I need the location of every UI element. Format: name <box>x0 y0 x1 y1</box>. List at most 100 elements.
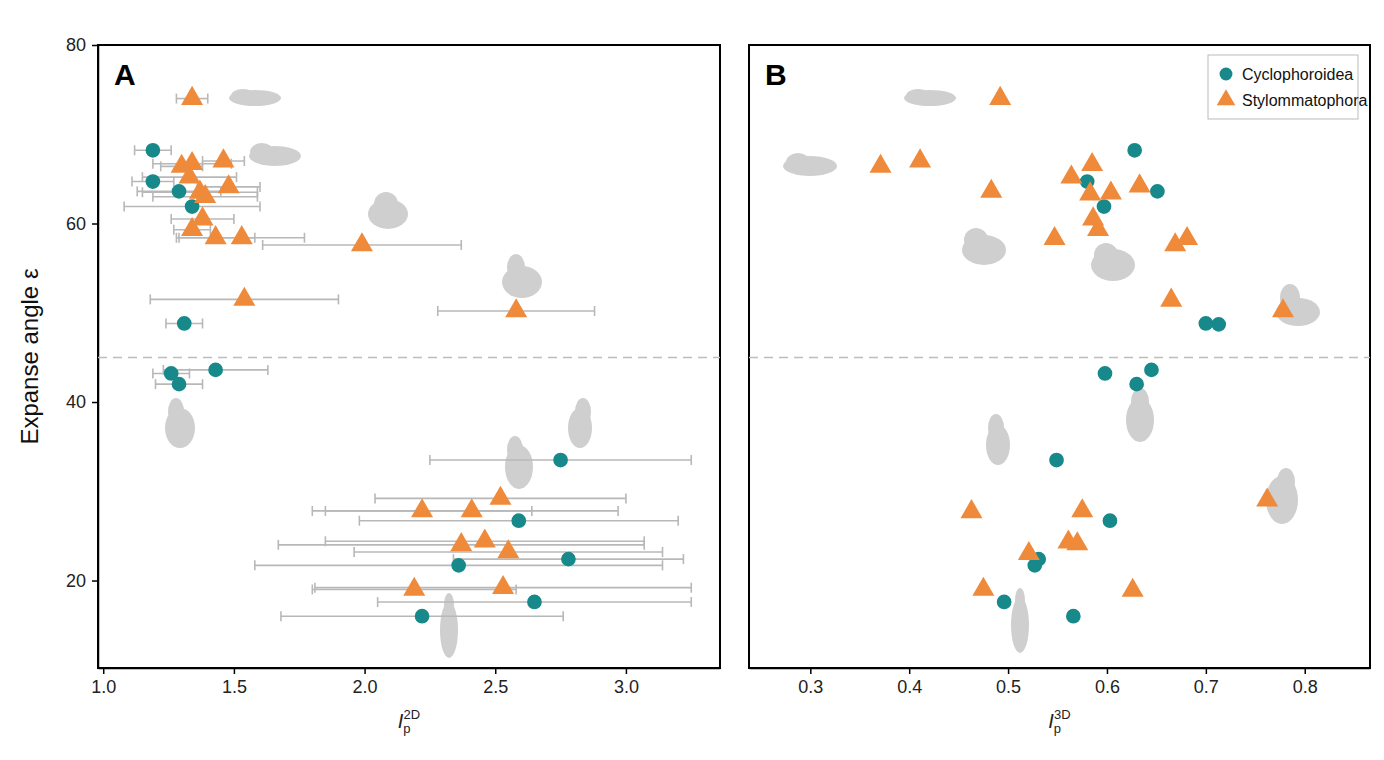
error-bar-cap <box>515 584 517 594</box>
error-bar-cap <box>262 240 264 250</box>
error-bar-cap <box>304 233 306 243</box>
legend-box <box>1208 55 1358 119</box>
error-bar-cap <box>142 187 144 197</box>
shell-shape <box>1094 243 1118 267</box>
data-point <box>1060 164 1082 183</box>
shell-silhouette <box>1091 243 1135 281</box>
x-axis-title: Ip2D <box>398 707 420 736</box>
legend-label: Cyclophoroidea <box>1242 66 1353 83</box>
data-point <box>527 595 542 610</box>
shell-silhouette <box>1126 388 1154 442</box>
shell-silhouette <box>962 228 1006 265</box>
data-point <box>561 552 576 567</box>
data-point <box>172 184 187 199</box>
x-tick-label: 1.5 <box>222 677 247 697</box>
plot-area <box>98 86 720 624</box>
chart-root: 1.01.52.02.53.020406080AIp2DExpanse angl… <box>0 0 1384 760</box>
error-bar-cap <box>236 172 238 182</box>
error-bar-cap <box>460 240 462 250</box>
data-point <box>997 595 1012 610</box>
data-point <box>1129 173 1151 192</box>
error-bar-cap <box>643 536 645 546</box>
shell-shape <box>168 398 184 426</box>
error-bar-cap <box>690 455 692 465</box>
error-bar-cap <box>207 94 209 104</box>
shell-shape <box>250 143 274 161</box>
error-bar-cap <box>160 161 162 171</box>
x-tick: 0.5 <box>996 668 1021 697</box>
data-point <box>1103 513 1118 528</box>
error-bar-cap <box>152 192 154 202</box>
y-tick: 60 <box>66 214 98 234</box>
panel: 0.30.40.50.60.70.8BIp3DCyclophoroideaSty… <box>749 45 1371 736</box>
error-bar-cap <box>152 368 154 378</box>
data-point <box>1256 487 1278 506</box>
error-bar-cap <box>437 306 439 316</box>
series-points <box>870 86 1294 597</box>
data-point <box>178 164 200 183</box>
data-point <box>489 486 511 505</box>
shell-shape <box>786 153 810 171</box>
error-bar-cap <box>625 493 627 503</box>
data-point <box>181 151 203 170</box>
error-bar-cap <box>136 186 138 196</box>
error-bar-cap <box>677 516 679 526</box>
shell-shape <box>988 414 1004 442</box>
shell-shape <box>964 228 988 252</box>
data-point <box>1160 288 1182 307</box>
x-tick-label: 0.3 <box>798 677 823 697</box>
error-bar-cap <box>325 536 327 546</box>
data-point <box>1150 184 1165 199</box>
x-tick: 0.8 <box>1293 668 1318 697</box>
x-tick: 2.5 <box>483 668 508 697</box>
error-bar-cap <box>152 159 154 169</box>
series-points <box>997 143 1226 624</box>
error-bar-cap <box>662 560 664 570</box>
error-bar-cap <box>280 611 282 621</box>
x-tick-label: 1.0 <box>91 677 116 697</box>
x-tick: 1.0 <box>91 668 116 697</box>
data-point <box>505 298 527 317</box>
series-points <box>171 86 528 596</box>
x-tick-label: 0.5 <box>996 677 1021 697</box>
data-point <box>218 174 240 193</box>
x-tick: 0.3 <box>798 668 823 697</box>
data-point <box>1097 199 1112 214</box>
shell-shape <box>1015 588 1025 612</box>
x-tick: 2.0 <box>353 668 378 697</box>
error-bar-cap <box>312 506 314 516</box>
error-bar-cap <box>259 182 261 192</box>
error-bar-cap <box>594 306 596 316</box>
data-point <box>1144 363 1159 378</box>
data-point <box>497 539 519 558</box>
data-point <box>1066 531 1088 550</box>
x-tick: 0.6 <box>1095 668 1120 697</box>
data-point <box>1127 143 1142 158</box>
x-tick-label: 0.7 <box>1194 677 1219 697</box>
shell-silhouette <box>229 89 281 106</box>
y-tick-label: 80 <box>66 35 86 55</box>
x-axis-title-sub: p <box>403 721 410 736</box>
error-bar-cap <box>278 540 280 550</box>
error-bar-cap <box>134 145 136 155</box>
data-point <box>1049 453 1064 468</box>
shell-shape <box>1277 468 1295 496</box>
error-bar-cap <box>617 506 619 516</box>
y-tick-label: 20 <box>66 571 86 591</box>
shell-silhouette <box>368 192 408 229</box>
data-point <box>1087 217 1109 236</box>
x-tick: 0.7 <box>1194 668 1219 697</box>
error-bar-cap <box>170 214 172 224</box>
y-axis-title: Expanse angle ε <box>16 268 43 444</box>
y-axis: 20406080 <box>66 35 99 668</box>
error-bar-cap <box>142 172 144 182</box>
data-point <box>1079 181 1101 200</box>
error-bar-cap <box>259 202 261 212</box>
error-bar-cap <box>202 379 204 389</box>
data-point <box>1027 558 1042 573</box>
data-point <box>1081 152 1103 171</box>
panel: 1.01.52.02.53.020406080AIp2DExpanse angl… <box>16 35 721 736</box>
data-point <box>1211 317 1226 332</box>
panel-title: B <box>765 58 787 91</box>
plot-frame <box>98 45 720 668</box>
